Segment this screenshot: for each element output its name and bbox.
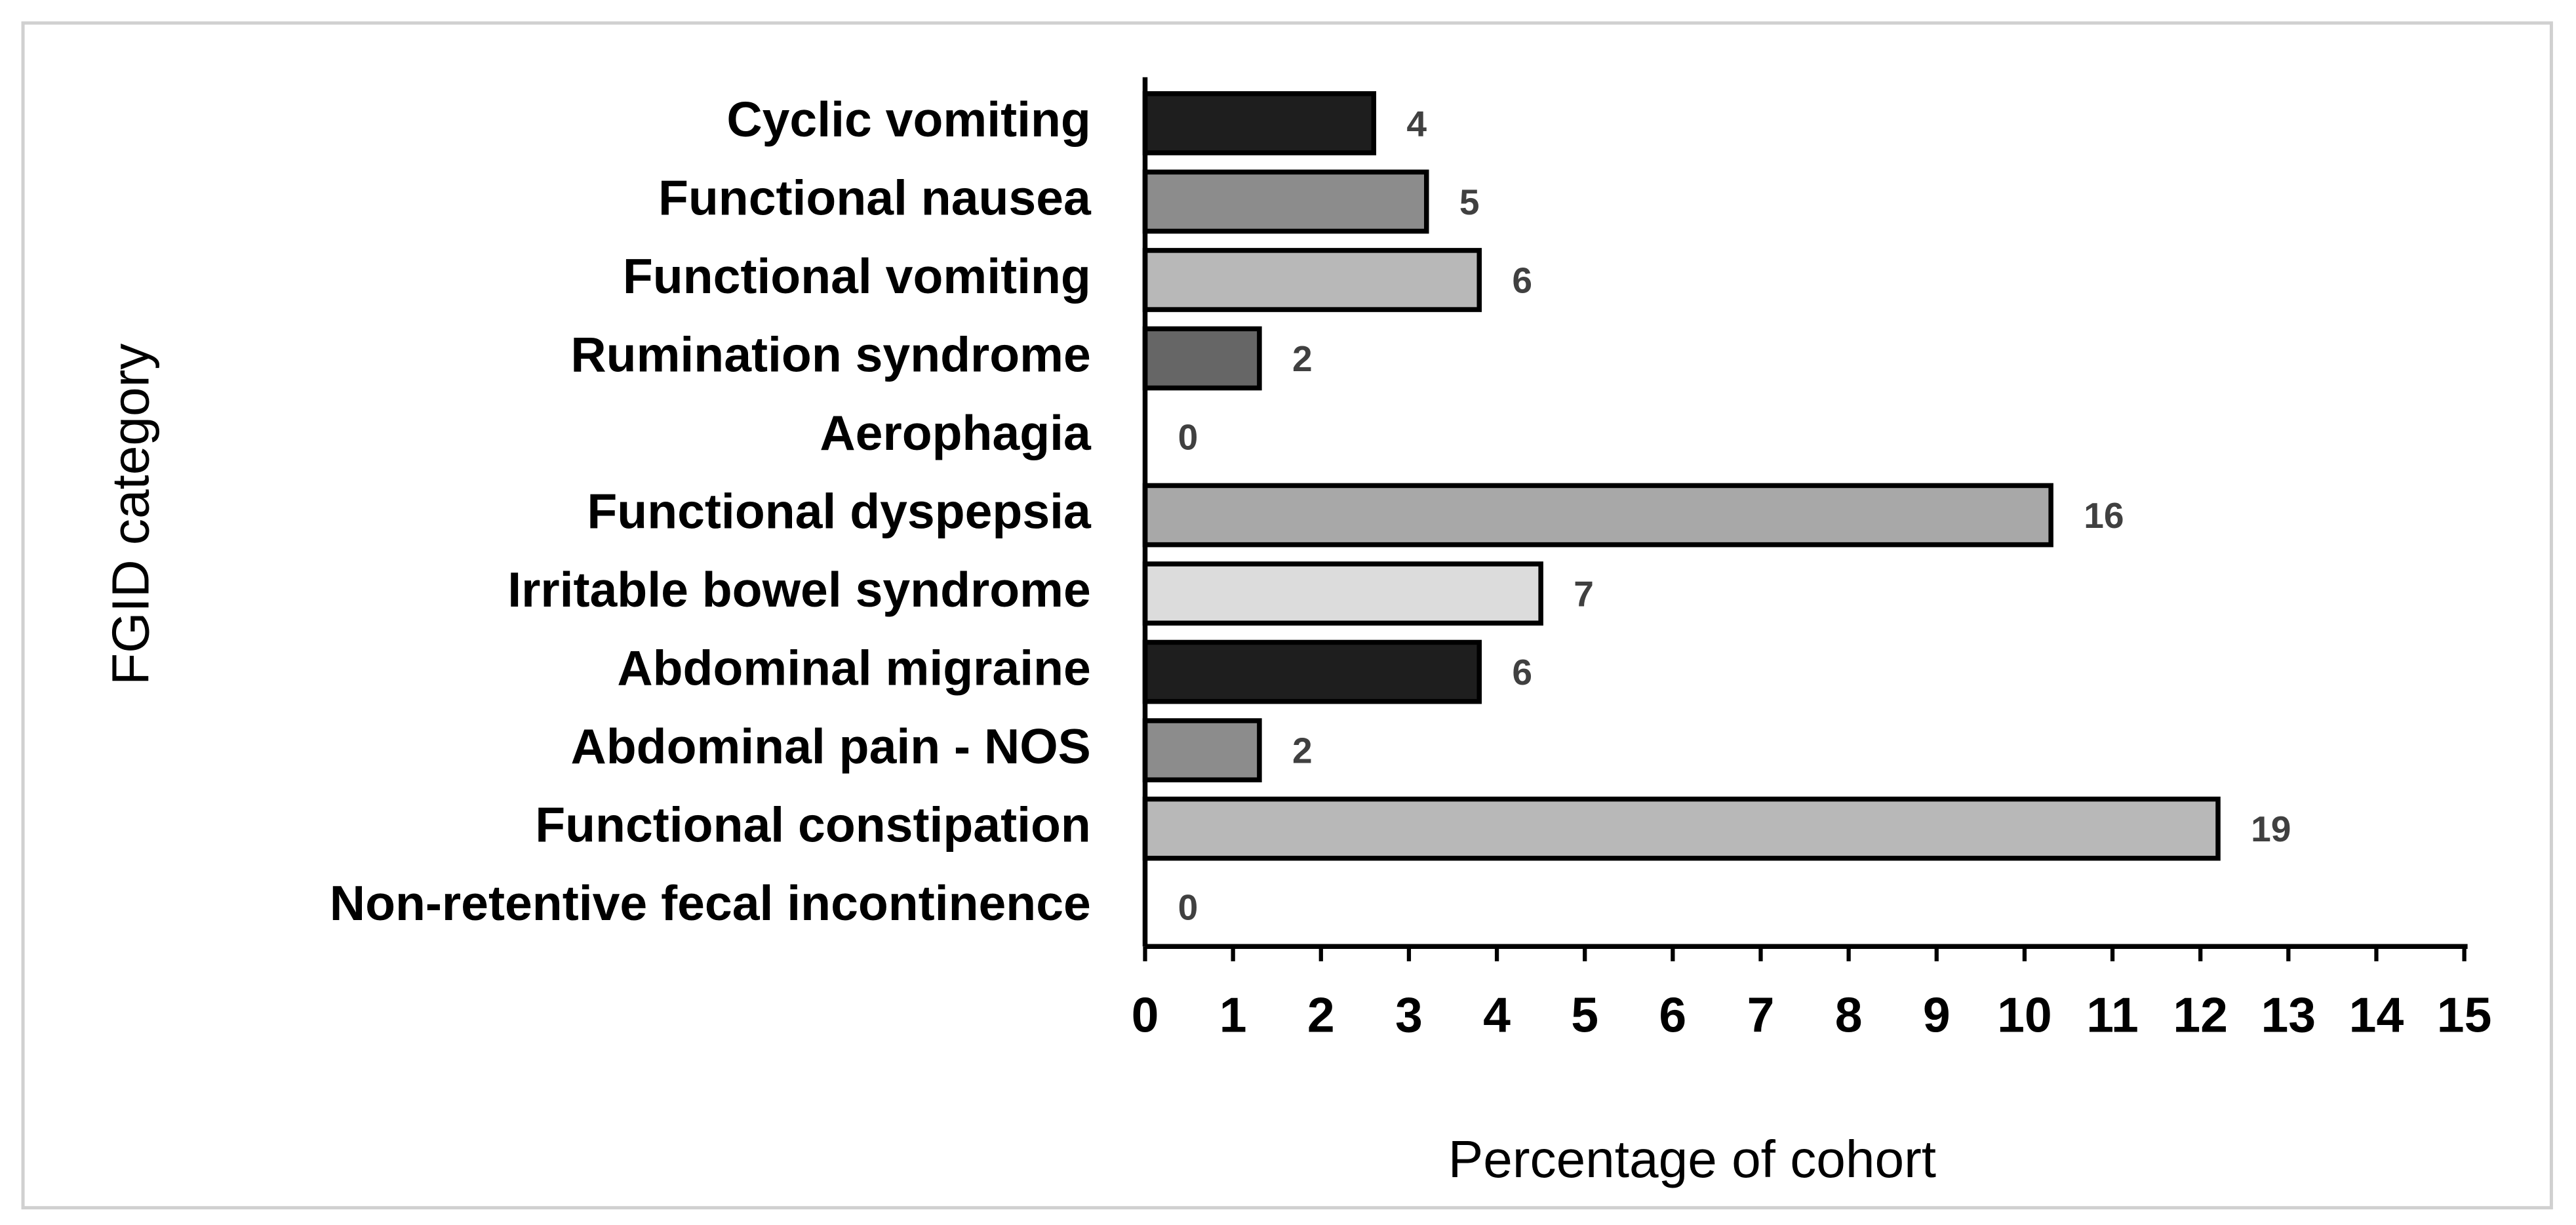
data-label: 7 (1574, 574, 1594, 614)
data-label: 4 (1406, 104, 1427, 144)
bar (1142, 796, 2221, 861)
data-label: 2 (1292, 731, 1313, 771)
data-label: 0 (1178, 887, 1199, 928)
data-label: 16 (2084, 495, 2124, 536)
x-tick-label: 5 (1571, 987, 1598, 1042)
bar (1142, 91, 1377, 155)
y-tick-label: Rumination syndrome (570, 327, 1090, 382)
bar (1142, 483, 2053, 548)
x-tick-label: 10 (1997, 987, 2052, 1042)
y-axis-title: FGID category (101, 344, 160, 685)
bar (1142, 718, 1262, 782)
x-tick-label: 4 (1483, 987, 1511, 1042)
data-label: 5 (1459, 182, 1480, 222)
x-tick-label: 9 (1923, 987, 1951, 1042)
x-tick-label: 1 (1219, 987, 1247, 1042)
data-label: 6 (1512, 260, 1532, 301)
x-tick-label: 12 (2173, 987, 2228, 1042)
y-tick-label: Functional vomiting (623, 249, 1091, 304)
x-tick-label: 13 (2261, 987, 2316, 1042)
y-tick-label: Aerophagia (820, 405, 1092, 460)
y-tick-label: Irritable bowel syndrome (507, 562, 1091, 617)
x-tick-label: 14 (2349, 987, 2404, 1042)
y-tick-label: Functional constipation (535, 797, 1091, 852)
x-tick-label: 15 (2437, 987, 2492, 1042)
bar (1142, 248, 1482, 312)
bar (1142, 561, 1543, 626)
x-tick-label: 2 (1307, 987, 1335, 1042)
y-tick-label: Functional nausea (658, 170, 1092, 225)
x-tick-label: 7 (1747, 987, 1775, 1042)
y-tick-label: Abdominal migraine (617, 640, 1090, 695)
y-tick-label: Abdominal pain - NOS (570, 719, 1090, 774)
data-label: 0 (1178, 417, 1199, 458)
bar (1142, 639, 1482, 704)
data-label: 6 (1512, 652, 1532, 693)
data-label: 19 (2251, 809, 2291, 849)
x-tick-label: 6 (1659, 987, 1686, 1042)
y-tick-label: Functional dyspepsia (587, 483, 1092, 538)
x-tick-label: 11 (2086, 987, 2138, 1042)
x-tick-label: 0 (1132, 987, 1159, 1042)
y-tick-label: Cyclic vomiting (726, 92, 1090, 147)
x-tick-label: 8 (1835, 987, 1863, 1042)
bar (1142, 326, 1262, 391)
data-label: 2 (1292, 338, 1313, 379)
bar (1142, 169, 1429, 234)
y-tick-label: Non-retentive fecal incontinence (330, 875, 1091, 931)
x-axis-title: Percentage of cohort (1448, 1129, 1936, 1188)
x-tick-label: 3 (1395, 987, 1423, 1042)
